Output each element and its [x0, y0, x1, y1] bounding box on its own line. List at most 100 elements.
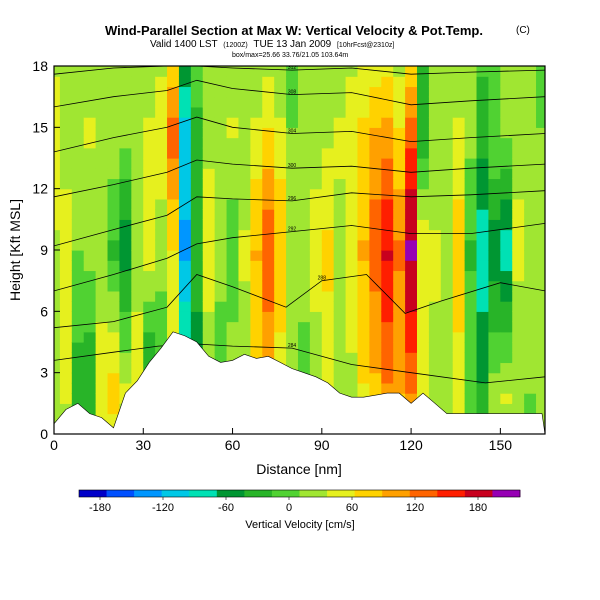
velocity-cell [178, 229, 192, 241]
velocity-cell [476, 311, 490, 323]
velocity-cell [262, 198, 275, 210]
colorbar-swatch [134, 490, 163, 497]
velocity-cell [405, 178, 418, 190]
velocity-cell [250, 168, 263, 180]
velocity-cell [107, 311, 121, 323]
velocity-cell [417, 106, 430, 118]
velocity-cell [309, 280, 323, 292]
velocity-cell [369, 86, 382, 98]
velocity-cell [536, 229, 545, 241]
velocity-cell [119, 250, 133, 261]
velocity-cell [440, 290, 454, 302]
velocity-cell [250, 76, 263, 88]
velocity-cell [405, 137, 418, 149]
velocity-cell [250, 137, 263, 149]
velocity-cell [440, 250, 454, 261]
velocity-cell [226, 76, 240, 88]
velocity-cell [262, 137, 275, 149]
velocity-cell [119, 178, 133, 190]
velocity-cell [54, 270, 61, 282]
velocity-cell [297, 301, 311, 312]
velocity-cell [214, 106, 228, 118]
velocity-cell [500, 372, 513, 384]
velocity-cell [167, 178, 180, 190]
velocity-cell [59, 66, 73, 77]
velocity-cell [119, 147, 133, 159]
velocity-cell [500, 239, 513, 251]
velocity-cell [512, 158, 525, 169]
velocity-cell [83, 250, 97, 261]
velocity-cell [345, 178, 359, 190]
velocity-cell [131, 372, 144, 384]
velocity-cell [428, 106, 442, 118]
velocity-cell [131, 66, 144, 77]
velocity-cell [107, 413, 121, 425]
velocity-cell [381, 76, 394, 88]
velocity-cell [262, 106, 275, 118]
colorbar-swatch [79, 490, 107, 497]
colorbar-swatch [464, 490, 493, 497]
velocity-cell [321, 158, 335, 169]
velocity-cell [214, 290, 228, 302]
velocity-cell [393, 198, 406, 210]
velocity-cell [405, 106, 418, 118]
velocity-cell [393, 117, 406, 128]
velocity-cell [512, 178, 525, 190]
velocity-cell [417, 96, 430, 108]
velocity-cell [202, 168, 216, 180]
velocity-cell [333, 86, 347, 98]
colorbar-swatch [106, 490, 135, 497]
velocity-cell [417, 301, 430, 312]
velocity-cell [297, 158, 311, 169]
velocity-cell [345, 66, 359, 77]
velocity-cell [95, 393, 109, 404]
velocity-cell [381, 382, 394, 394]
velocity-cell [143, 239, 156, 251]
velocity-cell [54, 219, 61, 231]
velocity-cell [500, 311, 513, 323]
velocity-cell [59, 239, 73, 251]
velocity-cell [71, 331, 85, 343]
velocity-cell [238, 147, 252, 159]
velocity-cell [393, 209, 406, 220]
velocity-cell [95, 270, 109, 282]
velocity-cell [178, 209, 192, 220]
velocity-cell [524, 321, 537, 333]
velocity-cell [464, 106, 478, 118]
velocity-cell [464, 270, 478, 282]
velocity-cell [155, 270, 168, 282]
velocity-cell [202, 117, 216, 128]
velocity-cell [59, 168, 73, 180]
velocity-cell [488, 270, 501, 282]
velocity-cell [500, 127, 513, 139]
velocity-cell [536, 168, 545, 180]
velocity-cell [476, 158, 490, 169]
velocity-cell [71, 147, 85, 159]
velocity-cell [286, 362, 299, 374]
velocity-cell [381, 219, 394, 231]
velocity-cell [536, 66, 545, 77]
velocity-cell [119, 301, 133, 312]
velocity-cell [428, 331, 442, 343]
velocity-cell [59, 331, 73, 343]
velocity-cell [536, 290, 545, 302]
velocity-cell [321, 86, 335, 98]
velocity-cell [274, 239, 287, 251]
velocity-cell [286, 127, 299, 139]
velocity-cell [238, 219, 252, 231]
velocity-cell [369, 209, 382, 220]
velocity-cell [428, 239, 442, 251]
velocity-cell [262, 301, 275, 312]
velocity-cell [417, 372, 430, 384]
velocity-cell [345, 239, 359, 251]
velocity-cell [500, 96, 513, 108]
x-tick-label: 150 [489, 437, 513, 453]
velocity-cell [417, 229, 430, 241]
velocity-cell [83, 352, 97, 364]
velocity-cell [321, 76, 335, 88]
velocity-cell [107, 168, 121, 180]
velocity-cell [71, 127, 85, 139]
velocity-cell [95, 86, 109, 98]
velocity-cell [524, 280, 537, 292]
velocity-cell [143, 250, 156, 261]
